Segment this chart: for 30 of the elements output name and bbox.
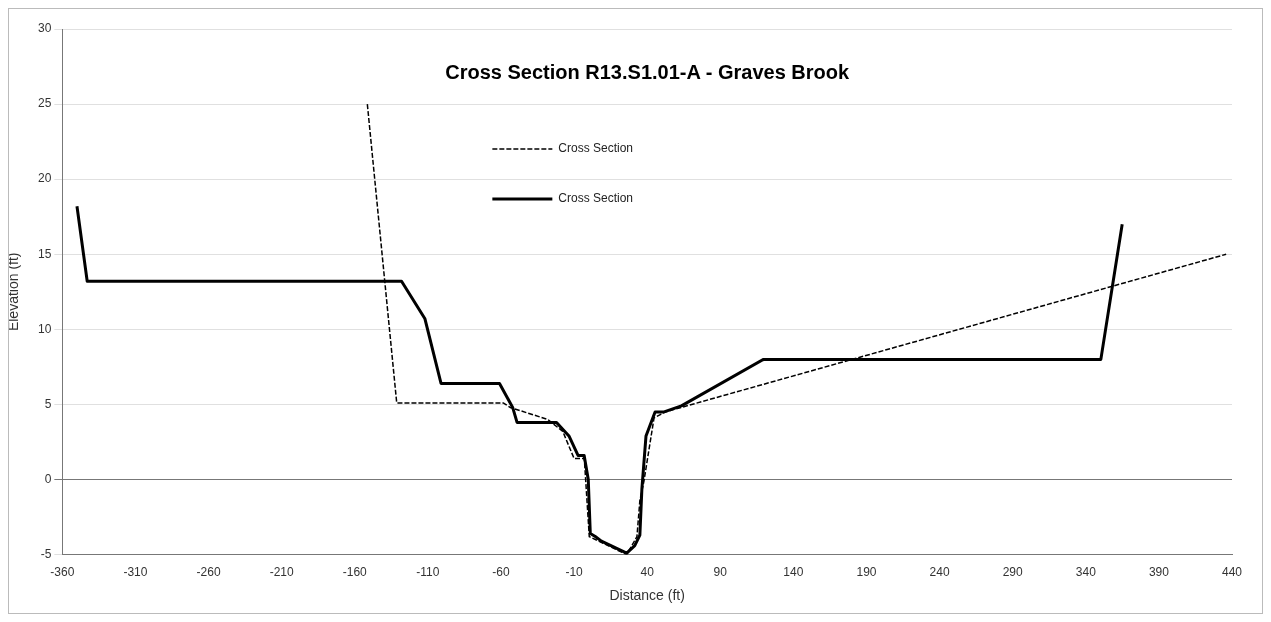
x-tick-label: -110 [416, 565, 440, 580]
y-tick-label: 15 [37, 246, 52, 261]
x-tick-label: -160 [342, 565, 368, 580]
text: Cross Section R13.S1.01-A - Graves Brook [445, 60, 850, 83]
y-tick-label: 0 [44, 471, 52, 486]
x-axis-title: Distance (ft) [609, 587, 685, 604]
x-tick-label: 290 [1002, 565, 1024, 580]
legend-label: Cross Section [558, 191, 634, 206]
x-tick-label: 190 [856, 565, 877, 580]
x-tick-label: 440 [1221, 565, 1243, 580]
y-tick-label: 20 [37, 171, 52, 186]
x-tick-label: 140 [783, 565, 804, 580]
x-tick-label: -10 [565, 565, 584, 580]
y-axis-title: Elevation (ft) [5, 252, 22, 332]
x-tick-label: 340 [1075, 565, 1097, 580]
x-tick-label: 240 [929, 565, 950, 580]
x-tick-label: 90 [713, 565, 728, 580]
x-tick-label: -310 [123, 565, 148, 580]
y-tick-label: 25 [37, 96, 52, 111]
y-tick-label: 10 [37, 321, 52, 336]
x-tick-label: -360 [50, 565, 75, 580]
x-tick-label: -210 [269, 565, 294, 580]
x-tick-label: 40 [640, 565, 655, 580]
x-tick-label: 390 [1148, 565, 1170, 580]
y-tick-label: 30 [37, 21, 52, 36]
x-tick-label: -60 [492, 565, 510, 580]
y-tick-label: -5 [40, 546, 52, 561]
x-tick-label: -260 [196, 565, 221, 580]
legend-label: Cross Section [558, 141, 634, 156]
y-tick-label: 5 [44, 396, 52, 411]
